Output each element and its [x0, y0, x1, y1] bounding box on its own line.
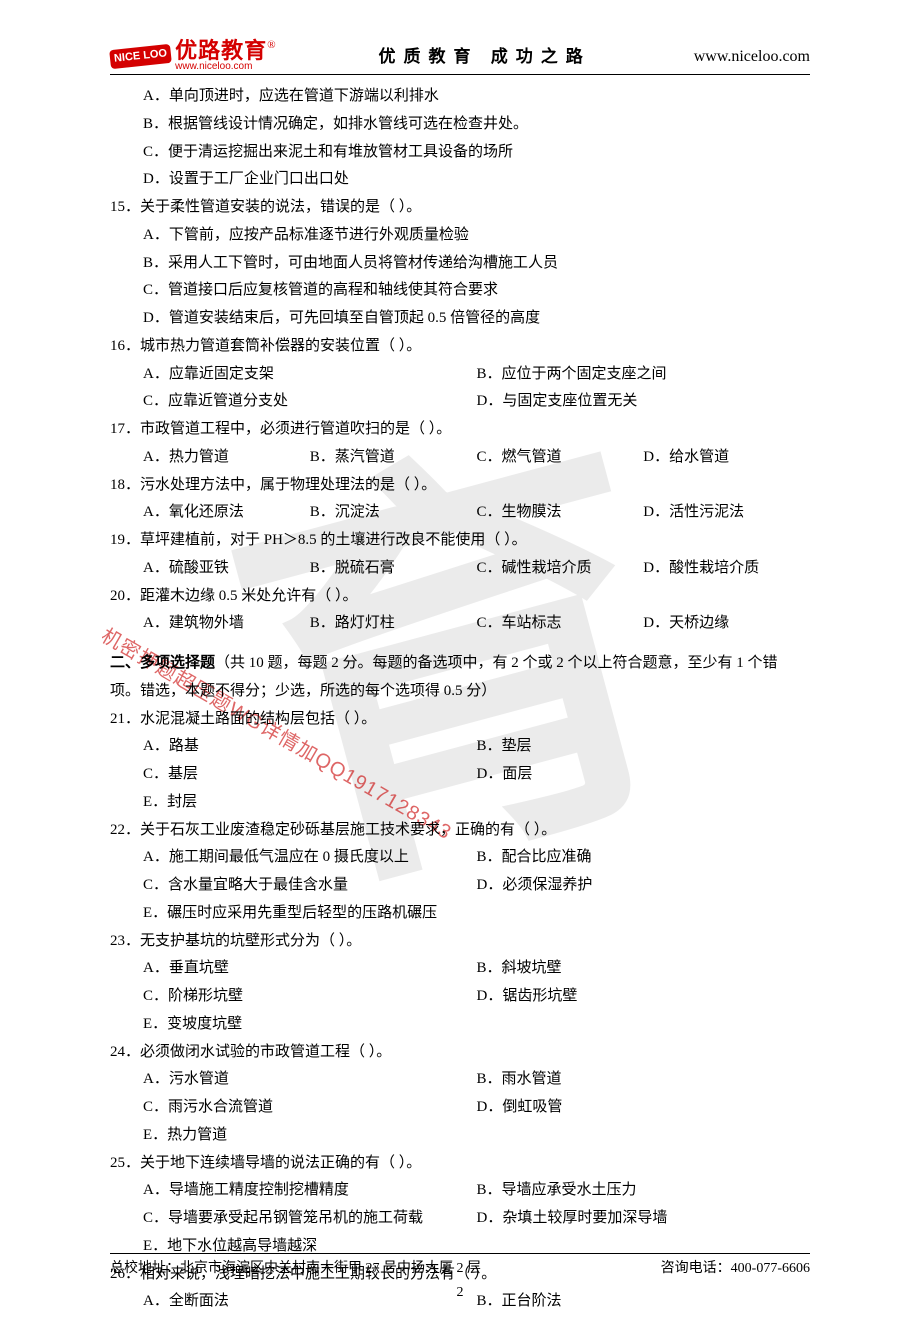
q19-opt-b: B．脱硫石膏 [310, 555, 477, 583]
q22-opt-c: C．含水量宜略大于最佳含水量 [143, 872, 477, 900]
q16-opt-b: B．应位于两个固定支座之间 [477, 361, 811, 389]
header-slogan: 优质教育 成功之路 [379, 41, 591, 72]
q15-opt-a: A．下管前，应按产品标准逐节进行外观质量检验 [143, 222, 810, 250]
q20-opt-a: A．建筑物外墙 [143, 610, 310, 638]
q14-options: A．单向顶进时，应选在管道下游端以利排水 B．根据管线设计情况确定，如排水管线可… [110, 83, 810, 194]
q16-opt-d: D．与固定支座位置无关 [477, 388, 811, 416]
q20-opt-c: C．车站标志 [477, 610, 644, 638]
q25-opt-d: D．杂填土较厚时要加深导墙 [477, 1205, 811, 1233]
q25-options: A．导墙施工精度控制挖槽精度 B．导墙应承受水土压力 C．导墙要承受起吊钢管笼吊… [110, 1177, 810, 1260]
q23-opt-d: D．锯齿形坑壁 [477, 983, 811, 1011]
q24-opt-d: D．倒虹吸管 [477, 1094, 811, 1122]
q17-opt-c: C．燃气管道 [477, 444, 644, 472]
q23-opt-a: A．垂直坑壁 [143, 955, 477, 983]
q21-opt-e: E．封层 [143, 789, 477, 817]
q14-opt-b: B．根据管线设计情况确定，如排水管线可选在检查井处。 [143, 111, 810, 139]
logo-badge: NICE LOO [109, 43, 172, 68]
q18-stem: 18．污水处理方法中，属于物理处理法的是（ ）。 [110, 472, 810, 500]
q19-opt-c: C．碱性栽培介质 [477, 555, 644, 583]
q19-options: A．硫酸亚铁 B．脱硫石膏 C．碱性栽培介质 D．酸性栽培介质 [110, 555, 810, 583]
q22-opt-a: A．施工期间最低气温应在 0 摄氏度以上 [143, 844, 477, 872]
section2-title-line2: 项。错选，本题不得分；少选，所选的每个选项得 0.5 分） [110, 678, 810, 706]
q20-options: A．建筑物外墙 B．路灯灯柱 C．车站标志 D．天桥边缘 [110, 610, 810, 638]
q23-stem: 23．无支护基坑的坑壁形式分为（ ）。 [110, 928, 810, 956]
q21-stem: 21．水泥混凝土路面的结构层包括（ ）。 [110, 706, 810, 734]
q22-options-row1: A．施工期间最低气温应在 0 摄氏度以上 B．配合比应准确 C．含水量宜略大于最… [110, 844, 810, 900]
q25-stem: 25．关于地下连续墙导墙的说法正确的有（ ）。 [110, 1150, 810, 1178]
q24-options: A．污水管道 B．雨水管道 C．雨污水合流管道 D．倒虹吸管 E．热力管道 [110, 1066, 810, 1149]
q15-opt-c: C．管道接口后应复核管道的高程和轴线使其符合要求 [143, 277, 810, 305]
section2-title-rest: （共 10 题，每题 2 分。每题的备选项中，有 2 个或 2 个以上符合题意，… [215, 655, 778, 671]
q20-stem: 20．距灌木边缘 0.5 米处允许有（ ）。 [110, 583, 810, 611]
q14-opt-c: C．便于清运挖掘出来泥土和有堆放管材工具设备的场所 [143, 139, 810, 167]
q22-opt-b: B．配合比应准确 [477, 844, 811, 872]
q17-opt-d: D．给水管道 [643, 444, 810, 472]
header-url: www.niceloo.com [694, 42, 810, 72]
section2-title: 二、多项选择题（共 10 题，每题 2 分。每题的备选项中，有 2 个或 2 个… [110, 650, 810, 678]
q21-opt-d: D．面层 [477, 761, 811, 789]
q26-opt-a: A．全断面法 [143, 1288, 477, 1316]
q19-opt-a: A．硫酸亚铁 [143, 555, 310, 583]
q24-opt-e: E．热力管道 [143, 1122, 477, 1150]
q18-opt-c: C．生物膜法 [477, 499, 644, 527]
q18-options: A．氧化还原法 B．沉淀法 C．生物膜法 D．活性污泥法 [110, 499, 810, 527]
logo-reg-mark: ® [267, 39, 275, 51]
q16-stem: 16．城市热力管道套筒补偿器的安装位置（ ）。 [110, 333, 810, 361]
q23-opt-b: B．斜坡坑壁 [477, 955, 811, 983]
q18-opt-b: B．沉淀法 [310, 499, 477, 527]
q22-opt-d: D．必须保湿养护 [477, 872, 811, 900]
q14-opt-a: A．单向顶进时，应选在管道下游端以利排水 [143, 83, 810, 111]
q25-opt-b: B．导墙应承受水土压力 [477, 1177, 811, 1205]
q21-options: A．路基 B．垫层 C．基层 D．面层 E．封层 [110, 733, 810, 816]
q22-stem: 22．关于石灰工业废渣稳定砂砾基层施工技术要求，正确的有（ ）。 [110, 817, 810, 845]
q19-opt-d: D．酸性栽培介质 [643, 555, 810, 583]
q24-opt-c: C．雨污水合流管道 [143, 1094, 477, 1122]
page-header: NICE LOO 优路教育® www.niceloo.com 优质教育 成功之路… [110, 40, 810, 75]
q17-opt-a: A．热力管道 [143, 444, 310, 472]
q20-opt-d: D．天桥边缘 [643, 610, 810, 638]
q21-opt-a: A．路基 [143, 733, 477, 761]
q24-opt-b: B．雨水管道 [477, 1066, 811, 1094]
logo-en-text: www.niceloo.com [175, 62, 275, 72]
logo-cn-text: 优路教育 [175, 38, 267, 63]
q15-opt-d: D．管道安装结束后，可先回填至自管顶起 0.5 倍管径的高度 [143, 305, 810, 333]
q17-opt-b: B．蒸汽管道 [310, 444, 477, 472]
q25-opt-e: E．地下水位越高导墙越深 [143, 1233, 477, 1261]
q15-opt-b: B．采用人工下管时，可由地面人员将管材传递给沟槽施工人员 [143, 250, 810, 278]
content: A．单向顶进时，应选在管道下游端以利排水 B．根据管线设计情况确定，如排水管线可… [110, 83, 810, 1316]
q24-stem: 24．必须做闭水试验的市政管道工程（ ）。 [110, 1039, 810, 1067]
q23-opt-e: E．变坡度坑壁 [143, 1011, 477, 1039]
q15-options: A．下管前，应按产品标准逐节进行外观质量检验 B．采用人工下管时，可由地面人员将… [110, 222, 810, 333]
q26-stem: 26．相对来说，浅埋暗挖法中施工工期较长的方法有（ ）。 [110, 1261, 810, 1289]
q26-options: A．全断面法 B．正台阶法 [110, 1288, 810, 1316]
q18-opt-d: D．活性污泥法 [643, 499, 810, 527]
q15-stem: 15．关于柔性管道安装的说法，错误的是（ ）。 [110, 194, 810, 222]
q14-opt-d: D．设置于工厂企业门口出口处 [143, 166, 810, 194]
q21-opt-c: C．基层 [143, 761, 477, 789]
q23-opt-c: C．阶梯形坑壁 [143, 983, 477, 1011]
q19-stem: 19．草坪建植前，对于 PH＞8.5 的土壤进行改良不能使用（ ）。 [110, 527, 810, 555]
q22-options-row3: E．碾压时应采用先重型后轻型的压路机碾压 [110, 900, 810, 928]
q16-opt-a: A．应靠近固定支架 [143, 361, 477, 389]
logo: NICE LOO 优路教育® www.niceloo.com [110, 40, 276, 72]
q25-opt-c: C．导墙要承受起吊钢管笼吊机的施工荷载 [143, 1205, 477, 1233]
q24-opt-a: A．污水管道 [143, 1066, 477, 1094]
q17-stem: 17．市政管道工程中，必须进行管道吹扫的是（ ）。 [110, 416, 810, 444]
q17-options: A．热力管道 B．蒸汽管道 C．燃气管道 D．给水管道 [110, 444, 810, 472]
q16-options: A．应靠近固定支架 B．应位于两个固定支座之间 C．应靠近管道分支处 D．与固定… [110, 361, 810, 417]
q20-opt-b: B．路灯灯柱 [310, 610, 477, 638]
q22-opt-e: E．碾压时应采用先重型后轻型的压路机碾压 [143, 900, 810, 928]
q16-opt-c: C．应靠近管道分支处 [143, 388, 477, 416]
section2-title-bold: 二、多项选择题 [110, 655, 215, 671]
q18-opt-a: A．氧化还原法 [143, 499, 310, 527]
q26-opt-b: B．正台阶法 [477, 1288, 811, 1316]
q21-opt-b: B．垫层 [477, 733, 811, 761]
q25-opt-a: A．导墙施工精度控制挖槽精度 [143, 1177, 477, 1205]
q23-options: A．垂直坑壁 B．斜坡坑壁 C．阶梯形坑壁 D．锯齿形坑壁 E．变坡度坑壁 [110, 955, 810, 1038]
